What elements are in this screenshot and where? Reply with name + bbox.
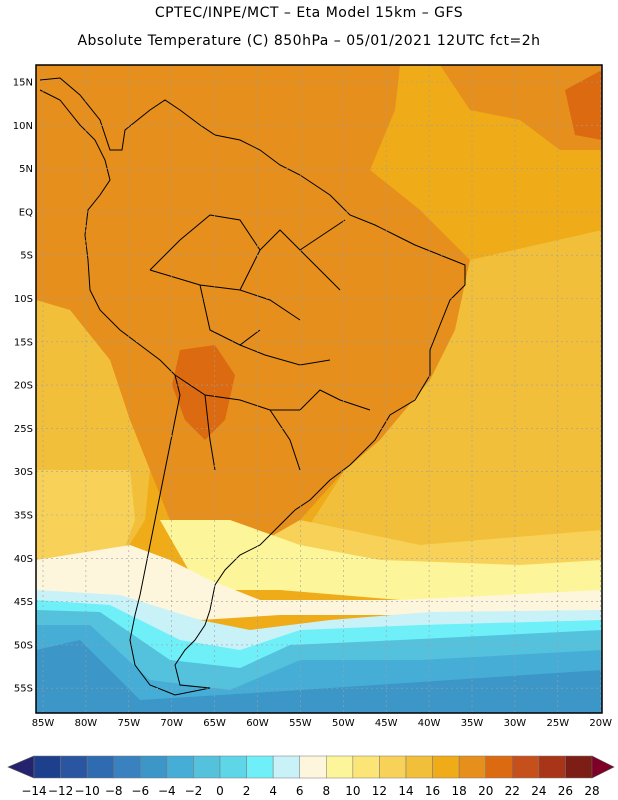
colorbar-high-arrow: [591, 755, 615, 779]
colorbar-label: 10: [345, 784, 360, 798]
colorbar-label: 14: [398, 784, 413, 798]
colorbar-swatch: [352, 755, 380, 779]
colorbar-label: −14: [21, 784, 46, 798]
latitude-label: 25S: [14, 424, 33, 435]
colorbar-swatch: [379, 755, 407, 779]
longitude-label: 80W: [75, 718, 98, 729]
longitude-label: 70W: [160, 718, 183, 729]
field-hot-chaco: [172, 345, 235, 440]
latitude-label: 5S: [20, 251, 33, 262]
colorbar-label: −10: [74, 784, 99, 798]
field-hot-atlantic: [565, 70, 602, 140]
field-light-band: [160, 520, 602, 600]
colorbar-label: −12: [48, 784, 73, 798]
colorbar-label: −6: [131, 784, 149, 798]
colorbar-swatch: [193, 755, 221, 779]
colorbar-swatch: [272, 755, 300, 779]
temperature-field: [36, 65, 602, 713]
field-hot-nordeste: [330, 300, 400, 395]
latitude-label: 5N: [19, 164, 33, 175]
colorbar-swatch: [326, 755, 354, 779]
map-frame: [35, 64, 603, 714]
colorbar-swatch: [458, 755, 486, 779]
colorbar-label: 6: [296, 784, 304, 798]
coastlines: [39, 77, 466, 696]
longitude-labels: 85W 80W 75W 70W 65W 60W 55W 50W 45W 40W 35W 30W 25W 2…: [32, 718, 612, 729]
longitude-label: 60W: [246, 718, 269, 729]
colorbar-swatch: [113, 755, 141, 779]
colorbar-low-arrow: [7, 755, 35, 779]
colorbar-swatch: [432, 755, 460, 779]
colorbar-label: −4: [158, 784, 176, 798]
colorbar-label: 28: [584, 784, 599, 798]
colorbar-label: 22: [505, 784, 520, 798]
colorbar-swatch: [512, 755, 540, 779]
colorbar-swatch: [140, 755, 168, 779]
colorbar-swatch: [405, 755, 433, 779]
colorbar-label: 8: [322, 784, 330, 798]
colorbar-label: 18: [452, 784, 467, 798]
field-cream-band: [36, 545, 602, 620]
colorbar-swatch: [60, 755, 88, 779]
latitude-label: 10S: [14, 294, 33, 305]
colorbar-label: 4: [269, 784, 277, 798]
latitude-label: 55S: [14, 684, 33, 695]
longitude-label: 45W: [375, 718, 398, 729]
border-lines: [149, 214, 371, 471]
coastline-south-america: [39, 77, 466, 696]
colorbar-label: 16: [425, 784, 440, 798]
longitude-label: 40W: [418, 718, 441, 729]
longitude-label: 55W: [289, 718, 312, 729]
colorbar-swatch: [565, 755, 593, 779]
field-deep-band: [36, 640, 602, 713]
map-title-model: CPTEC/INPE/MCT – Eta Model 15km – GFS: [154, 5, 464, 21]
map-title-field: Absolute Temperature (C) 850hPa – 05/01/…: [77, 33, 541, 49]
latitude-label: 15N: [13, 78, 33, 89]
colorbar-swatch: [219, 755, 247, 779]
longitude-label: 50W: [332, 718, 355, 729]
lat-lon-grid: [36, 65, 602, 713]
latitude-label: 40S: [14, 554, 33, 565]
colorbar-label: 26: [558, 784, 573, 798]
longitude-label: 25W: [546, 718, 569, 729]
field-mild-south-atlantic: [300, 230, 602, 560]
longitude-label: 20W: [589, 718, 612, 729]
field-warm-continent: [36, 65, 470, 560]
colorbar-label: 12: [372, 784, 387, 798]
field-warm-atlantic: [440, 65, 602, 150]
longitude-label: 35W: [461, 718, 484, 729]
latitude-label: 35S: [14, 511, 33, 522]
colorbar-swatch: [166, 755, 194, 779]
colorbar-label: −2: [185, 784, 203, 798]
colorbar-swatch: [538, 755, 566, 779]
colorbar-label: 2: [243, 784, 251, 798]
longitude-label: 85W: [32, 718, 55, 729]
colorbar-swatch: [86, 755, 114, 779]
longitude-label: 30W: [504, 718, 527, 729]
colorbar: −14 −12 −10 −8 −6 −4 −2 0 2 4 6 8 10 12 14 16 18 20 22 24 26…: [7, 755, 615, 798]
latitude-label: EQ: [19, 207, 33, 218]
colorbar-swatch: [246, 755, 274, 779]
latitude-label: 30S: [14, 467, 33, 478]
latitude-label: 15S: [14, 337, 33, 348]
latitude-label: 50S: [14, 640, 33, 651]
colorbar-swatch: [299, 755, 327, 779]
colorbar-swatch: [33, 755, 61, 779]
colorbar-label: −8: [105, 784, 123, 798]
latitude-label: 10N: [13, 121, 33, 132]
colorbar-label: 0: [216, 784, 224, 798]
latitude-label: 20S: [14, 381, 33, 392]
colorbar-swatch: [485, 755, 513, 779]
latitude-labels: 15N 10N 5N EQ 5S 10S 15S 20S 25S 30S 35S 40S 45S 50S 5…: [13, 78, 33, 695]
colorbar-label: 20: [478, 784, 493, 798]
longitude-label: 75W: [117, 718, 140, 729]
longitude-label: 65W: [203, 718, 226, 729]
latitude-label: 45S: [14, 597, 33, 608]
colorbar-label: 24: [531, 784, 546, 798]
